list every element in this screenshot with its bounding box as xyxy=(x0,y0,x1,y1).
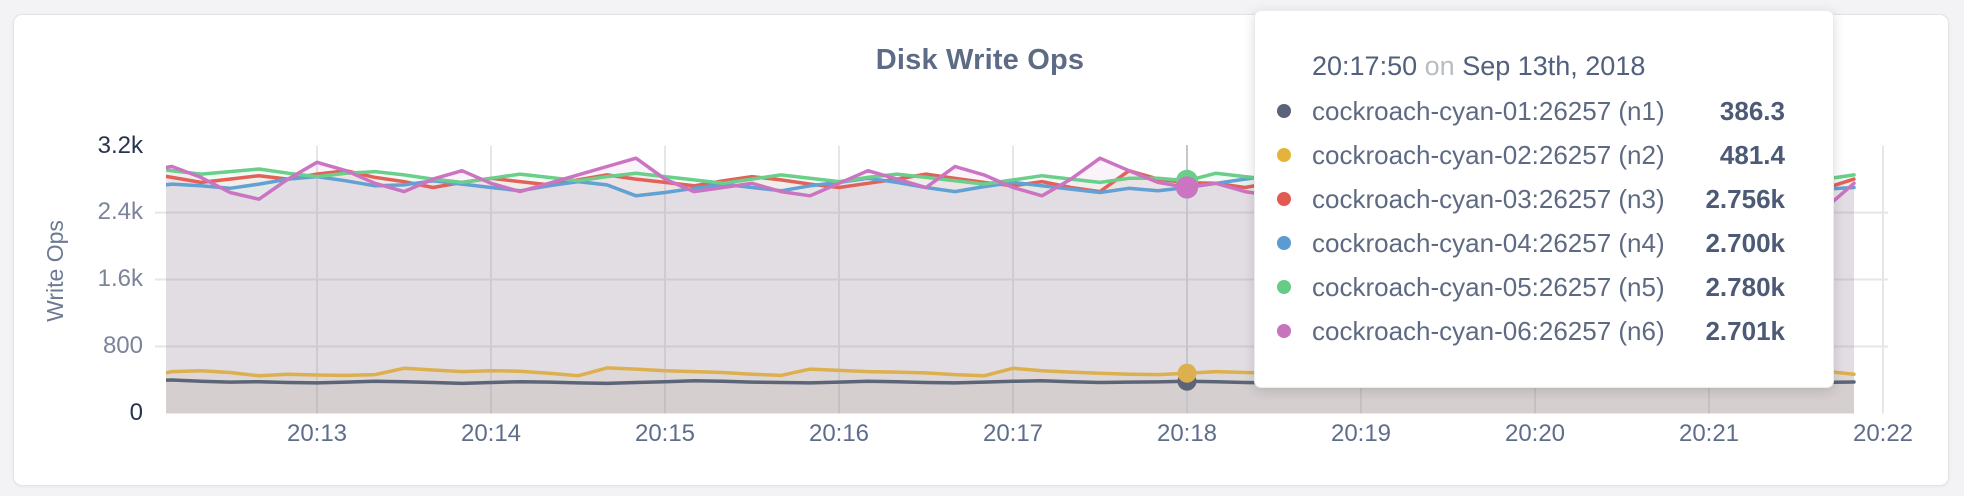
series-dot-icon xyxy=(1277,104,1291,118)
chart-tooltip: 20:17:50 on Sep 13th, 2018 cockroach-cya… xyxy=(1254,10,1834,388)
series-dot-icon xyxy=(1277,280,1291,294)
tooltip-series-value: 481.4 xyxy=(1719,139,1785,170)
tooltip-series-row: cockroach-cyan-05:26257 (n5) 2.780k xyxy=(1277,265,1785,309)
tooltip-series-name: cockroach-cyan-04:26257 (n4) xyxy=(1312,227,1665,258)
tooltip-on-word: on xyxy=(1424,51,1455,81)
tooltip-series-name: cockroach-cyan-05:26257 (n5) xyxy=(1312,271,1665,302)
tooltip-series-row: cockroach-cyan-04:26257 (n4) 2.700k xyxy=(1277,221,1785,265)
tooltip-series-value: 2.780k xyxy=(1705,271,1785,302)
x-tick-2017: 20:17 xyxy=(982,420,1044,447)
tooltip-series-row: cockroach-cyan-03:26257 (n3) 2.756k xyxy=(1277,177,1785,221)
x-tick-2019: 20:19 xyxy=(1330,420,1392,447)
tooltip-series-name: cockroach-cyan-01:26257 (n1) xyxy=(1312,95,1665,126)
series-dot-icon xyxy=(1277,236,1291,250)
tooltip-date: Sep 13th, 2018 xyxy=(1462,51,1646,81)
hover-point-dot xyxy=(1176,176,1198,199)
tooltip-series-name: cockroach-cyan-06:26257 (n6) xyxy=(1312,315,1665,346)
x-tick-2015: 20:15 xyxy=(634,420,696,447)
tooltip-time: 20:17:50 xyxy=(1312,51,1418,81)
x-tick-2021: 20:21 xyxy=(1678,420,1740,447)
x-tick-2020: 20:20 xyxy=(1504,420,1566,447)
y-tick-0: 0 xyxy=(129,399,143,426)
tooltip-series-value: 2.701k xyxy=(1705,315,1785,346)
tooltip-series-row: cockroach-cyan-01:26257 (n1) 386.3 xyxy=(1277,89,1785,133)
series-dot-icon xyxy=(1277,192,1291,206)
y-tick-800: 800 xyxy=(102,332,143,359)
y-tick-2400: 2.4k xyxy=(97,198,143,225)
x-tick-2013: 20:13 xyxy=(286,420,348,447)
series-dot-icon xyxy=(1277,148,1291,162)
tooltip-series-name: cockroach-cyan-03:26257 (n3) xyxy=(1312,183,1665,214)
series-area xyxy=(166,379,1854,414)
tooltip-series-row: cockroach-cyan-06:26257 (n6) 2.701k xyxy=(1277,309,1785,353)
x-tick-2014: 20:14 xyxy=(460,420,522,447)
x-tick-2022: 20:22 xyxy=(1852,420,1914,447)
series-dot-icon xyxy=(1277,324,1291,338)
y-tick-1600: 1.6k xyxy=(97,265,143,292)
chart-title: Disk Write Ops xyxy=(875,44,1085,76)
tooltip-series-value: 2.700k xyxy=(1705,227,1785,258)
tooltip-series-value: 386.3 xyxy=(1719,95,1785,126)
tooltip-series-name: cockroach-cyan-02:26257 (n2) xyxy=(1312,139,1665,170)
x-tick-2018: 20:18 xyxy=(1156,420,1218,447)
hover-point-dot xyxy=(1177,363,1197,383)
tooltip-timestamp: 20:17:50 on Sep 13th, 2018 xyxy=(1312,51,1785,81)
tooltip-series-value: 2.756k xyxy=(1705,183,1785,214)
y-tick-3200: 3.2k xyxy=(97,132,143,159)
x-tick-2016: 20:16 xyxy=(808,420,870,447)
tooltip-series-row: cockroach-cyan-02:26257 (n2) 481.4 xyxy=(1277,133,1785,177)
